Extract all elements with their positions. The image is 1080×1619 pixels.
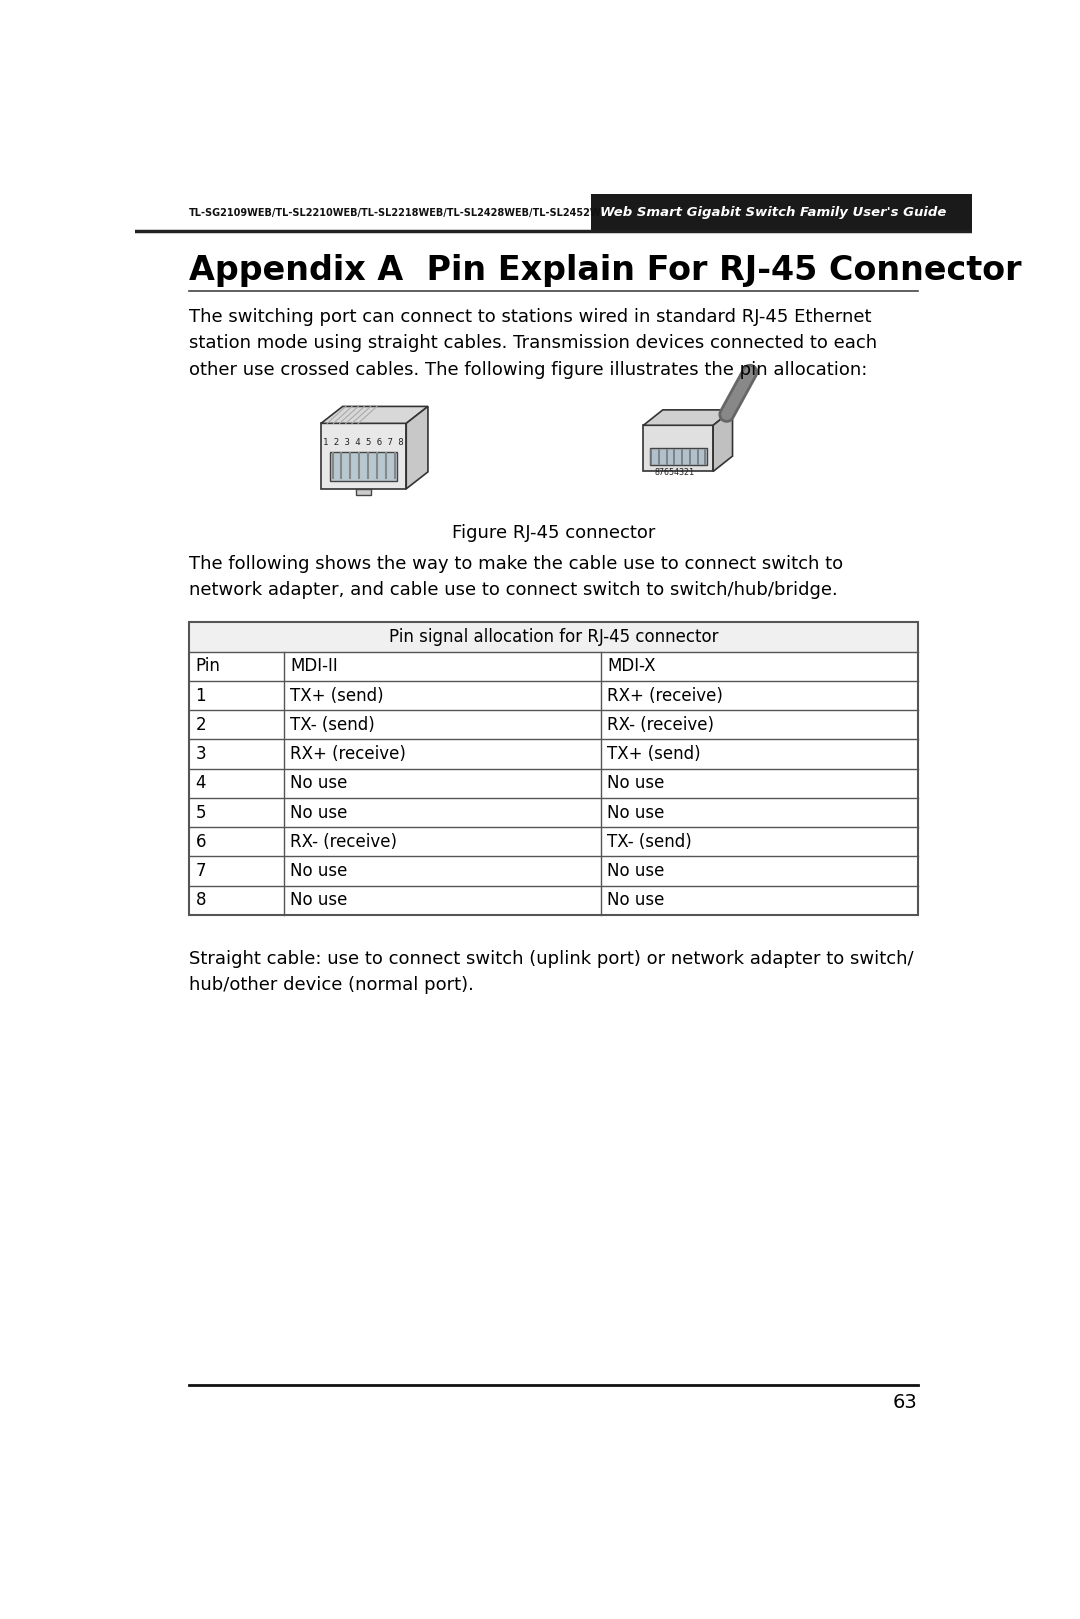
Text: 4: 4 bbox=[195, 774, 206, 792]
Bar bbox=[330, 452, 397, 481]
Text: 87654321: 87654321 bbox=[654, 468, 694, 478]
Bar bbox=[189, 622, 918, 652]
Text: RX+ (receive): RX+ (receive) bbox=[291, 745, 406, 763]
Text: 6: 6 bbox=[195, 832, 206, 852]
Text: RX- (receive): RX- (receive) bbox=[291, 832, 397, 852]
Bar bbox=[321, 423, 406, 489]
Text: No use: No use bbox=[607, 803, 664, 821]
Text: Pin signal allocation for RJ-45 connector: Pin signal allocation for RJ-45 connecto… bbox=[389, 628, 718, 646]
Text: TX- (send): TX- (send) bbox=[607, 832, 692, 852]
Bar bbox=[649, 448, 707, 465]
Text: No use: No use bbox=[291, 774, 348, 792]
Bar bbox=[189, 622, 918, 915]
Text: Web Smart Gigabit Switch Family User's Guide: Web Smart Gigabit Switch Family User's G… bbox=[600, 206, 946, 219]
Text: Figure RJ-45 connector: Figure RJ-45 connector bbox=[451, 525, 656, 542]
Text: RX- (receive): RX- (receive) bbox=[607, 716, 714, 733]
Text: 1: 1 bbox=[195, 686, 206, 704]
Text: TX- (send): TX- (send) bbox=[291, 716, 375, 733]
Bar bbox=[644, 426, 713, 471]
Text: Appendix A  Pin Explain For RJ-45 Connector: Appendix A Pin Explain For RJ-45 Connect… bbox=[189, 254, 1022, 287]
Text: network adapter, and cable use to connect switch to switch/hub/bridge.: network adapter, and cable use to connec… bbox=[189, 581, 838, 599]
Text: 8: 8 bbox=[195, 892, 206, 910]
Text: No use: No use bbox=[291, 861, 348, 881]
Polygon shape bbox=[406, 406, 428, 489]
Bar bbox=[356, 489, 372, 495]
Text: 63: 63 bbox=[893, 1394, 918, 1412]
Text: MDI-II: MDI-II bbox=[291, 657, 338, 675]
Text: 7: 7 bbox=[195, 861, 206, 881]
Bar bbox=[591, 194, 972, 232]
Text: hub/other device (normal port).: hub/other device (normal port). bbox=[189, 976, 474, 994]
Text: The switching port can connect to stations wired in standard RJ-45 Ethernet: The switching port can connect to statio… bbox=[189, 308, 872, 327]
Polygon shape bbox=[321, 406, 428, 423]
Text: The following shows the way to make the cable use to connect switch to: The following shows the way to make the … bbox=[189, 555, 843, 573]
Text: Pin: Pin bbox=[195, 657, 220, 675]
Text: No use: No use bbox=[291, 803, 348, 821]
Text: No use: No use bbox=[607, 892, 664, 910]
Text: TX+ (send): TX+ (send) bbox=[607, 745, 701, 763]
Text: 2: 2 bbox=[195, 716, 206, 733]
Text: TX+ (send): TX+ (send) bbox=[291, 686, 383, 704]
Text: 3: 3 bbox=[195, 745, 206, 763]
Text: No use: No use bbox=[607, 774, 664, 792]
Bar bbox=[135, 194, 972, 232]
Text: No use: No use bbox=[607, 861, 664, 881]
Text: 5: 5 bbox=[195, 803, 206, 821]
Text: MDI-X: MDI-X bbox=[607, 657, 656, 675]
Text: station mode using straight cables. Transmission devices connected to each: station mode using straight cables. Tran… bbox=[189, 335, 877, 353]
Polygon shape bbox=[713, 410, 732, 471]
Text: other use crossed cables. The following figure illustrates the pin allocation:: other use crossed cables. The following … bbox=[189, 361, 867, 379]
Text: 1 2 3 4 5 6 7 8: 1 2 3 4 5 6 7 8 bbox=[323, 439, 404, 447]
Text: TL-SG2109WEB/TL-SL2210WEB/TL-SL2218WEB/TL-SL2428WEB/TL-SL2452WEB: TL-SG2109WEB/TL-SL2210WEB/TL-SL2218WEB/T… bbox=[189, 207, 616, 219]
Text: RX+ (receive): RX+ (receive) bbox=[607, 686, 723, 704]
Text: No use: No use bbox=[291, 892, 348, 910]
Polygon shape bbox=[644, 410, 732, 426]
Text: Straight cable: use to connect switch (uplink port) or network adapter to switch: Straight cable: use to connect switch (u… bbox=[189, 950, 914, 968]
